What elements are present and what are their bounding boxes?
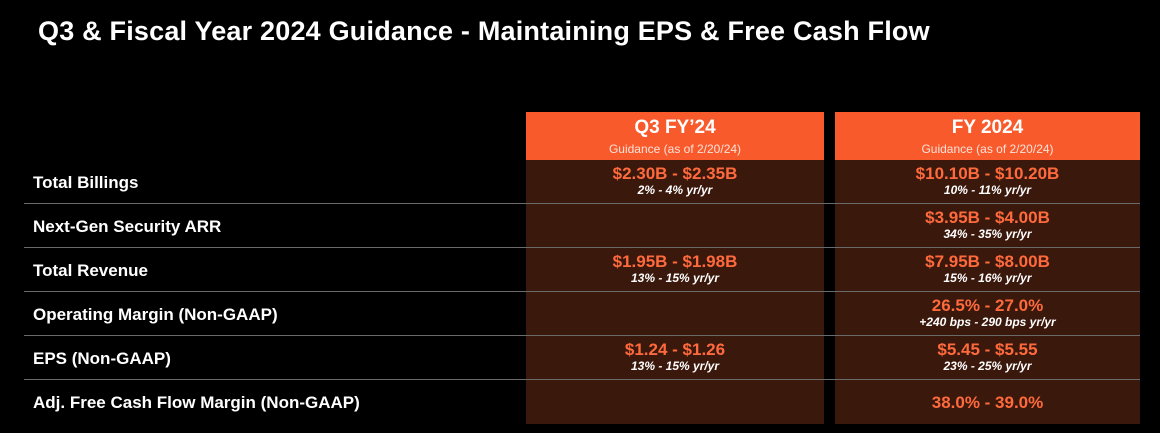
q3-cell bbox=[526, 205, 824, 249]
table-row-eps: EPS (Non-GAAP) $1.24 - $1.26 13% - 15% y… bbox=[0, 337, 1160, 381]
fy-value: $5.45 - $5.55 bbox=[937, 340, 1038, 359]
fy-growth: 23% - 25% yr/yr bbox=[943, 359, 1032, 373]
fy-cell: $7.95B - $8.00B 15% - 16% yr/yr bbox=[835, 249, 1140, 293]
fy-cell: 26.5% - 27.0% +240 bps - 290 bps yr/yr bbox=[835, 293, 1140, 337]
row-divider bbox=[24, 335, 1140, 336]
column-header-q3: Q3 FY’24 Guidance (as of 2/20/24) bbox=[526, 112, 824, 160]
fy-growth: 34% - 35% yr/yr bbox=[943, 227, 1032, 241]
row-label: Total Billings bbox=[33, 173, 139, 192]
fy-growth: 10% - 11% yr/yr bbox=[943, 183, 1032, 197]
row-label: Operating Margin (Non-GAAP) bbox=[33, 305, 278, 324]
q3-value: $2.30B - $2.35B bbox=[612, 164, 738, 183]
fy-value: 38.0% - 39.0% bbox=[931, 393, 1044, 412]
column-subtitle-q3: Guidance (as of 2/20/24) bbox=[608, 142, 742, 156]
table-row-adj-fcf-margin: Adj. Free Cash Flow Margin (Non-GAAP) 38… bbox=[0, 381, 1160, 425]
fy-cell: 38.0% - 39.0% bbox=[835, 381, 1140, 425]
fy-growth: 15% - 16% yr/yr bbox=[943, 271, 1032, 285]
table-row-total-revenue: Total Revenue $1.95B - $1.98B 13% - 15% … bbox=[0, 249, 1160, 293]
row-divider bbox=[24, 291, 1140, 292]
column-title-q3: Q3 FY’24 bbox=[634, 117, 716, 138]
q3-growth: 2% - 4% yr/yr bbox=[637, 183, 713, 197]
q3-cell: $1.95B - $1.98B 13% - 15% yr/yr bbox=[526, 249, 824, 293]
fy-cell: $5.45 - $5.55 23% - 25% yr/yr bbox=[835, 337, 1140, 381]
q3-value: $1.95B - $1.98B bbox=[612, 252, 738, 271]
table-row-operating-margin: Operating Margin (Non-GAAP) 26.5% - 27.0… bbox=[0, 293, 1160, 337]
fy-value: $10.10B - $10.20B bbox=[915, 164, 1060, 183]
row-divider bbox=[24, 247, 1140, 248]
table-row-total-billings: Total Billings $2.30B - $2.35B 2% - 4% y… bbox=[0, 161, 1160, 205]
row-label: Total Revenue bbox=[33, 261, 148, 280]
fy-value: 26.5% - 27.0% bbox=[931, 296, 1044, 315]
q3-growth: 13% - 15% yr/yr bbox=[630, 271, 720, 285]
page-title: Q3 & Fiscal Year 2024 Guidance - Maintai… bbox=[38, 16, 930, 46]
fy-cell: $3.95B - $4.00B 34% - 35% yr/yr bbox=[835, 205, 1140, 249]
row-divider bbox=[24, 379, 1140, 380]
q3-cell bbox=[526, 381, 824, 425]
table-row-next-gen-security-arr: Next-Gen Security ARR $3.95B - $4.00B 34… bbox=[0, 205, 1160, 249]
fy-cell: $10.10B - $10.20B 10% - 11% yr/yr bbox=[835, 161, 1140, 205]
q3-value: $1.24 - $1.26 bbox=[624, 340, 726, 359]
q3-cell: $1.24 - $1.26 13% - 15% yr/yr bbox=[526, 337, 824, 381]
column-body-fy bbox=[835, 160, 1140, 424]
fy-value: $3.95B - $4.00B bbox=[925, 208, 1050, 227]
column-body-q3 bbox=[526, 160, 824, 424]
row-divider bbox=[24, 203, 1140, 204]
row-label: Next-Gen Security ARR bbox=[33, 217, 222, 236]
q3-cell: $2.30B - $2.35B 2% - 4% yr/yr bbox=[526, 161, 824, 205]
column-header-fy: FY 2024 Guidance (as of 2/20/24) bbox=[835, 112, 1140, 160]
fy-growth: +240 bps - 290 bps yr/yr bbox=[919, 315, 1056, 329]
row-label: Adj. Free Cash Flow Margin (Non-GAAP) bbox=[33, 393, 360, 412]
fy-value: $7.95B - $8.00B bbox=[925, 252, 1050, 271]
row-label: EPS (Non-GAAP) bbox=[33, 349, 171, 368]
column-title-fy: FY 2024 bbox=[951, 117, 1024, 138]
q3-growth: 13% - 15% yr/yr bbox=[630, 359, 720, 373]
q3-cell bbox=[526, 293, 824, 337]
column-subtitle-fy: Guidance (as of 2/20/24) bbox=[921, 142, 1054, 156]
